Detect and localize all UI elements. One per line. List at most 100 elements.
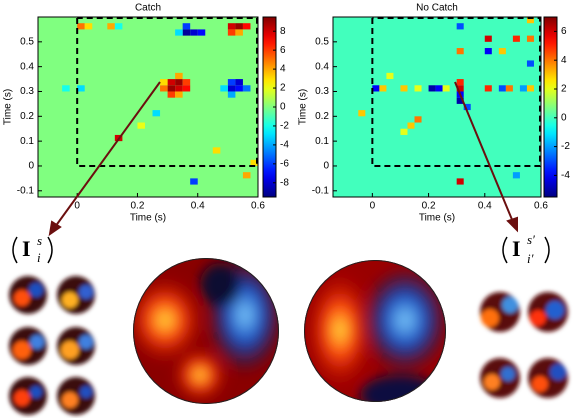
x-tick-label: 0.6 xyxy=(534,201,548,212)
arrow xyxy=(454,81,514,223)
colorbar-tick-label: -2 xyxy=(561,141,570,152)
colorbar-tick-label: 0 xyxy=(561,112,567,123)
arrows xyxy=(48,81,518,237)
heat-cell xyxy=(175,29,183,36)
arrow-head xyxy=(506,216,518,233)
y-tick-label: 0.1 xyxy=(20,136,34,147)
plots: 0 0.2 0.4 0.6 -0.1 0 0.1 0.2 0.3 0.4 0.5 Catch Time … xyxy=(3,3,571,224)
x-tick-label: 0.2 xyxy=(130,201,144,212)
topo-large xyxy=(133,258,279,404)
heat-cell xyxy=(386,72,394,80)
heat-cell xyxy=(242,23,251,30)
heat-cell xyxy=(227,23,236,30)
y-tick-label: 0.3 xyxy=(315,86,329,97)
colorbar-tick-label: -4 xyxy=(280,140,289,151)
heat-cell xyxy=(526,17,534,24)
heat-cell xyxy=(242,172,251,179)
math-sup: s xyxy=(37,233,42,248)
heat-cell xyxy=(484,35,492,42)
colorbar-tick-label: 0 xyxy=(280,102,286,113)
y-tick-label: 0.4 xyxy=(20,61,34,72)
math-sup: s′ xyxy=(527,232,535,247)
dashed-box xyxy=(76,17,258,167)
x-tick-label: 0.6 xyxy=(251,201,265,212)
colorbar-tick-label: -8 xyxy=(280,177,289,188)
heat-cell xyxy=(456,23,464,30)
y-tick-label: 0.5 xyxy=(20,36,34,47)
heat-cell xyxy=(175,91,183,98)
arrow xyxy=(54,81,161,228)
heat-cell xyxy=(175,79,183,86)
heat-cell xyxy=(512,35,520,42)
math-base: I xyxy=(22,236,31,261)
heat-cell xyxy=(235,85,243,92)
heat-cell xyxy=(526,60,534,67)
heat-cell xyxy=(190,29,198,36)
heat-cell xyxy=(498,85,506,92)
colorbar-tick-label: 4 xyxy=(280,64,286,75)
heat-cell xyxy=(242,85,251,92)
x-tick-label: 0 xyxy=(370,201,376,212)
topomaps xyxy=(9,258,568,415)
y-tick-label: 0.2 xyxy=(20,111,34,122)
heat-cell xyxy=(160,79,168,86)
heat-cell xyxy=(456,79,464,86)
y-tick-label: 0 xyxy=(323,161,329,172)
chart-title: Catch xyxy=(135,3,161,14)
heat-cell xyxy=(212,147,221,154)
colorbar-tick-label: 2 xyxy=(280,83,286,94)
heat-cell xyxy=(400,128,408,135)
heat-cell xyxy=(250,159,258,166)
heat-cell xyxy=(84,23,93,30)
colorbar-tick-label: 6 xyxy=(561,26,567,37)
heat-cell xyxy=(114,23,123,30)
heat-cell xyxy=(182,29,191,36)
heat-cell xyxy=(235,29,243,36)
heat-cell xyxy=(182,85,191,92)
colorbar-tick-label: -4 xyxy=(561,170,570,181)
heat-cell xyxy=(456,97,464,104)
heat-cell xyxy=(235,23,243,30)
heat-cell xyxy=(456,48,464,55)
colorbar-tick-label: 6 xyxy=(280,45,286,56)
colorbar xyxy=(543,16,558,198)
y-tick-label: -0.1 xyxy=(17,185,35,196)
heat-cell xyxy=(77,85,85,92)
paren xyxy=(47,236,53,264)
colorbar-tick-label: 8 xyxy=(280,26,286,37)
dashed-box xyxy=(371,17,541,167)
heat-cell xyxy=(463,103,471,111)
heat-cell xyxy=(484,85,492,92)
heat-cell xyxy=(167,79,176,86)
plot-background xyxy=(38,17,258,197)
heat-cell xyxy=(379,85,387,92)
colorbar-tick-label: -6 xyxy=(280,158,289,169)
colorbar-tick-label: 4 xyxy=(561,55,567,66)
plot-frame xyxy=(37,16,259,198)
heat-cell xyxy=(227,91,236,98)
heat-cell xyxy=(400,85,408,92)
heat-cell xyxy=(227,79,236,86)
heat-cell xyxy=(498,48,506,55)
colorbar-tick-label: -2 xyxy=(280,121,289,132)
topo-small-group xyxy=(9,276,568,415)
y-axis-label: Time (s) xyxy=(298,89,309,125)
y-tick-label: 0.4 xyxy=(315,61,329,72)
heat-cell xyxy=(358,110,366,117)
y-tick-label: -0.1 xyxy=(312,185,330,196)
heat-cell xyxy=(167,85,176,92)
plot-frame xyxy=(332,16,542,198)
x-axis-label: Time (s) xyxy=(419,213,455,224)
y-tick-label: 0.5 xyxy=(315,36,329,47)
heat-cell xyxy=(512,172,520,179)
heat-cell xyxy=(175,72,183,80)
chart-title: No Catch xyxy=(416,3,458,14)
colorbar-tick-label: 2 xyxy=(561,84,567,95)
math-labels: I s i I s′ i′ xyxy=(12,232,550,266)
y-tick-label: 0 xyxy=(28,161,34,172)
y-tick-label: 0.1 xyxy=(315,136,329,147)
heat-cell xyxy=(182,79,191,86)
heat-cell xyxy=(414,85,422,92)
heat-cell xyxy=(519,85,527,92)
